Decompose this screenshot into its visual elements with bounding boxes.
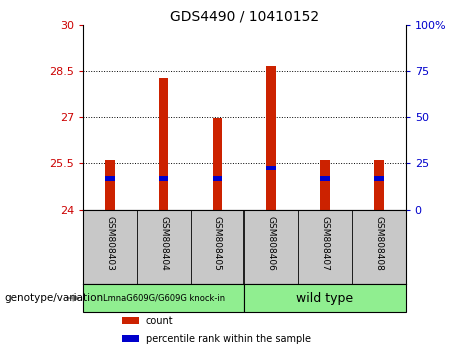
Bar (320, 176, 330, 181)
Bar (213, 176, 222, 181)
Bar (105, 176, 115, 181)
Bar (159, 176, 168, 181)
Bar (374, 176, 384, 181)
Text: wild type: wild type (296, 292, 354, 304)
Bar (159, 78, 168, 210)
Bar (105, 160, 115, 210)
FancyBboxPatch shape (244, 284, 406, 312)
Bar (122, 317, 139, 324)
Text: GSM808407: GSM808407 (320, 216, 330, 270)
Bar (213, 118, 222, 210)
Text: percentile rank within the sample: percentile rank within the sample (146, 334, 311, 344)
Text: genotype/variation: genotype/variation (5, 293, 104, 303)
FancyBboxPatch shape (83, 284, 244, 312)
Bar (374, 160, 384, 210)
Text: LmnaG609G/G609G knock-in: LmnaG609G/G609G knock-in (103, 293, 225, 303)
Title: GDS4490 / 10410152: GDS4490 / 10410152 (170, 10, 319, 24)
Text: GSM808406: GSM808406 (267, 216, 276, 270)
Text: GSM808403: GSM808403 (106, 216, 114, 270)
Bar (320, 160, 330, 210)
Bar (266, 166, 276, 170)
Bar (266, 66, 276, 210)
Text: count: count (146, 316, 173, 326)
Text: GSM808404: GSM808404 (159, 216, 168, 270)
Text: GSM808408: GSM808408 (374, 216, 383, 270)
Text: GSM808405: GSM808405 (213, 216, 222, 270)
Bar (122, 335, 139, 342)
